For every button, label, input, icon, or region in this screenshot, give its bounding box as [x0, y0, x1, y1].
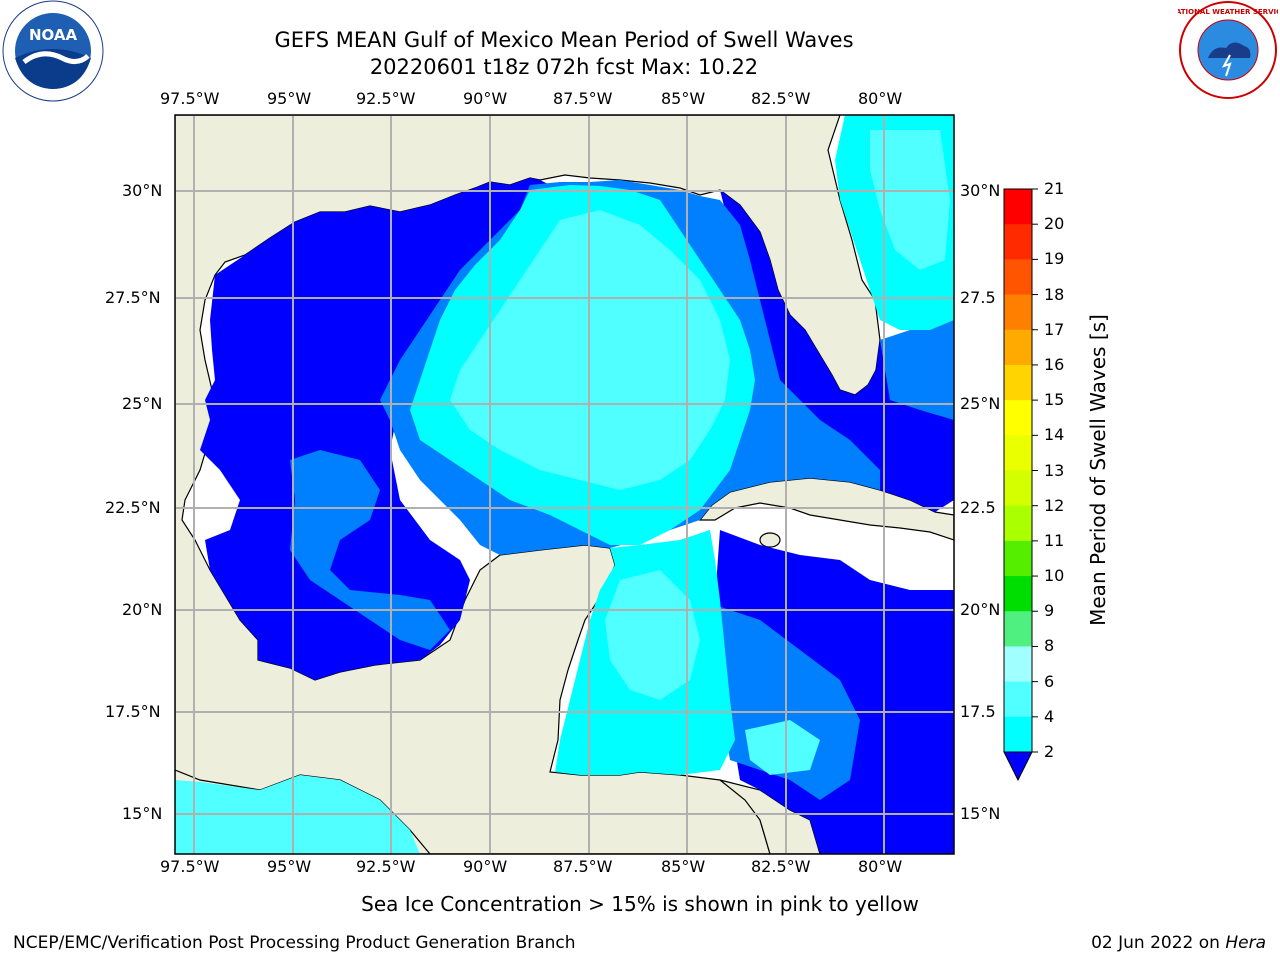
gridlines [175, 115, 954, 854]
ice-note-wrap: Sea Ice Concentration > 15% is shown in … [0, 892, 1280, 916]
colorbar-swatch [1004, 224, 1032, 260]
colorbar-tick-label: 10 [1044, 566, 1065, 586]
land-central-america [719, 779, 821, 854]
lat-label-right: 30°N [960, 181, 1001, 200]
lon-label-bottom: 90°W [463, 857, 508, 876]
field-6-8-caribbean-patch [745, 720, 820, 775]
colorbar-tick-label: 18 [1044, 284, 1065, 304]
lat-label-left: 20°N [122, 600, 163, 619]
footer-date: 02 Jun 2022 on [1091, 933, 1220, 953]
lon-label-bottom: 95°W [267, 857, 312, 876]
field-0-2-east [720, 190, 954, 512]
noaa-logo: NOAA [2, 0, 104, 102]
field-6-8-east-coast [870, 130, 950, 270]
land-isle-of-youth [759, 532, 781, 548]
lon-label-bottom: 85°W [661, 857, 706, 876]
colorbar [1003, 188, 1038, 782]
lon-label-top: 82.5°W [751, 89, 811, 108]
footer-host: Hera [1225, 933, 1266, 953]
footer-left: NCEP/EMC/Verification Post Processing Pr… [13, 933, 576, 953]
colorbar-swatch [1004, 505, 1032, 542]
colorbar-swatch [1004, 364, 1032, 401]
map-title: GEFS MEAN Gulf of Mexico Mean Period of … [274, 28, 854, 52]
lat-label-left: 15°N [122, 804, 163, 823]
field-6-8-channel [605, 570, 700, 700]
colorbar-swatch [1004, 681, 1032, 718]
colorbar-swatch [1004, 400, 1032, 436]
lat-label-left: 25°N [122, 394, 163, 413]
colorbar-tick-label: 14 [1044, 425, 1065, 445]
lon-label-top: 90°W [463, 89, 508, 108]
lat-label-right: 17.5 [960, 702, 996, 721]
colorbar-swatch [1004, 329, 1032, 366]
lat-label-left: 22.5°N [105, 498, 161, 517]
colorbar-swatch [1004, 259, 1032, 296]
colorbar-swatch [1004, 435, 1032, 471]
colorbar-swatch [1004, 716, 1032, 753]
footer-right: 02 Jun 2022 on Hera [1091, 933, 1266, 953]
colorbar-tick-label: 16 [1044, 354, 1065, 374]
colorbar-swatch [1004, 294, 1032, 331]
lat-label-right: 27.5 [960, 288, 996, 307]
nws-logo: NATIONAL WEATHER SERVICE [1170, 0, 1280, 100]
lat-label-left: 17.5°N [105, 702, 161, 721]
svg-text:NOAA: NOAA [29, 26, 78, 44]
field-2-4-caribbean [700, 600, 860, 800]
colorbar-swatch [1004, 540, 1032, 577]
colorbar-swatch [1004, 189, 1032, 225]
lon-label-bottom: 92.5°W [356, 857, 416, 876]
colorbar-tick-label: 21 [1044, 179, 1065, 198]
colorbar-tick-label: 6 [1044, 671, 1055, 691]
colorbar-tick-label: 20 [1044, 214, 1065, 234]
lat-label-left: 27.5°N [105, 288, 161, 307]
colorbar-swatch [1004, 576, 1032, 612]
lon-label-top: 80°W [858, 89, 903, 108]
map-frame [174, 114, 955, 855]
ice-note: Sea Ice Concentration > 15% is shown in … [361, 892, 919, 916]
lon-label-top: 97.5°W [160, 89, 220, 108]
colorbar-tick-label: 15 [1044, 390, 1065, 410]
colorbar-tick-label: 19 [1044, 249, 1065, 269]
colorbar-swatch [1004, 646, 1032, 683]
lon-label-top: 92.5°W [356, 89, 416, 108]
colorbar-tick-label: 11 [1044, 530, 1065, 550]
colorbar-title: Mean Period of Swell Waves [s] [1086, 314, 1110, 626]
lon-label-top: 87.5°W [553, 89, 613, 108]
lat-label-right: 20°N [960, 600, 1001, 619]
colorbar-tick-label: 8 [1044, 636, 1055, 656]
colorbar-under-arrow [1003, 751, 1033, 782]
lat-label-left: 30°N [122, 181, 163, 200]
lat-label-right: 22.5 [960, 498, 996, 517]
lat-label-right: 15°N [960, 804, 1001, 823]
lon-label-bottom: 97.5°W [160, 857, 220, 876]
lon-label-bottom: 87.5°W [553, 857, 613, 876]
field-2-4-west-patch [290, 450, 450, 650]
lon-label-bottom: 82.5°W [751, 857, 811, 876]
lon-label-bottom: 80°W [858, 857, 903, 876]
colorbar-tick-label: 9 [1044, 601, 1055, 621]
map-subtitle: 20220601 t18z 072h fcst Max: 10.22 [369, 55, 759, 79]
colorbar-tick-label: 12 [1044, 495, 1065, 515]
svg-text:NATIONAL WEATHER SERVICE: NATIONAL WEATHER SERVICE [1178, 8, 1278, 16]
colorbar-tick-label: 2 [1044, 742, 1055, 761]
colorbar-tick-label: 17 [1044, 319, 1065, 339]
lon-label-top: 95°W [267, 89, 312, 108]
lat-label-right: 25°N [960, 394, 1001, 413]
field-2-4-atlantic [880, 320, 954, 420]
colorbar-swatch [1004, 470, 1032, 507]
colorbar-tick-label: 13 [1044, 460, 1065, 480]
lon-label-top: 85°W [661, 89, 706, 108]
colorbar-tick-label: 4 [1044, 706, 1055, 726]
colorbar-swatch [1004, 611, 1032, 647]
